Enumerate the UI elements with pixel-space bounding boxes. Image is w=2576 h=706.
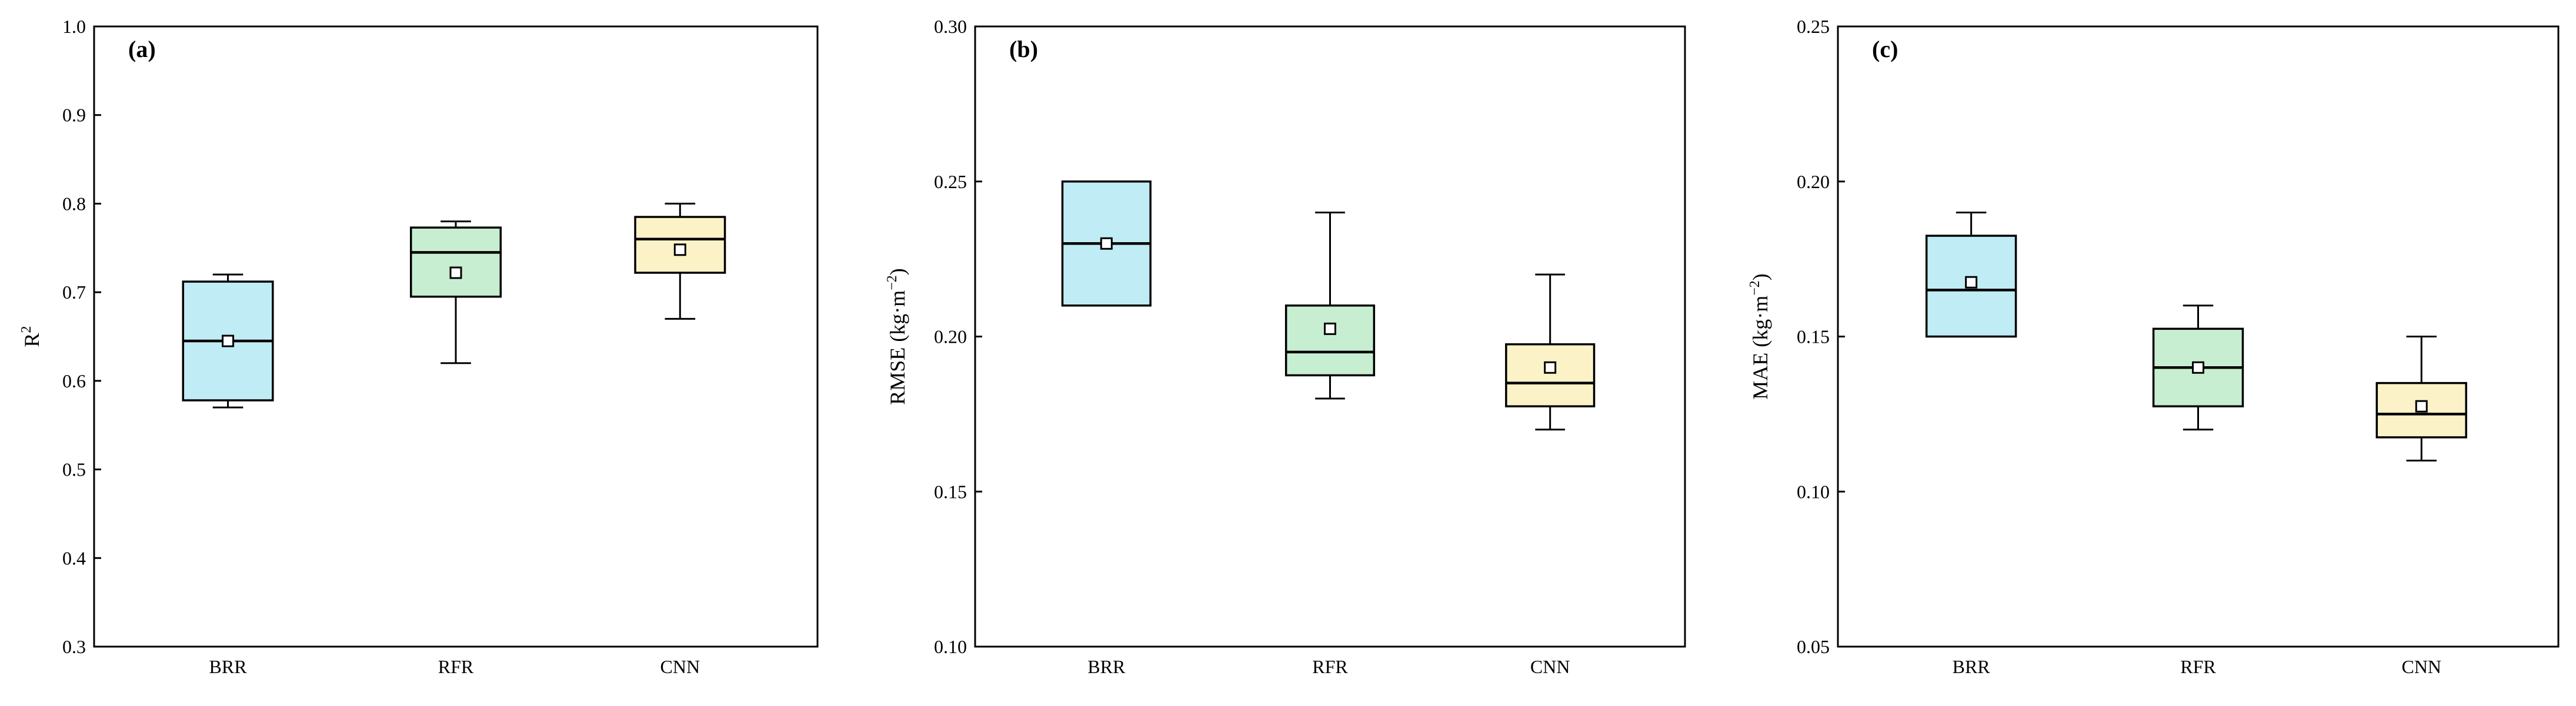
y-tick-label: 0.30 — [934, 16, 967, 37]
mean-marker — [222, 334, 235, 347]
box-cnn — [1505, 273, 1596, 431]
box-brr — [1925, 212, 2017, 338]
panel-label: (b) — [1009, 36, 1038, 62]
x-tick-label: BRR — [1953, 656, 1991, 677]
y-tick-label: 0.05 — [1797, 636, 1830, 657]
x-tick-label: RFR — [438, 656, 474, 677]
box-brr — [182, 273, 274, 409]
iqr-box — [409, 226, 502, 298]
y-tick-label: 0.20 — [934, 326, 967, 347]
mean-marker — [1544, 361, 1557, 374]
iqr-box — [1925, 235, 2017, 338]
chart-panel-1: 0.3 0.4 0.5 0.6 0.7 0.8 0.9 1.0 R2 (a) BRR RFR CNN — [19, 16, 819, 677]
y-tick-label: 0.9 — [62, 105, 86, 126]
chart-panel-2: 0.10 0.15 0.20 0.25 0.30 RMSE (kg·m−2) (b) BRR R… — [885, 16, 1686, 677]
y-axis-title: MAE (kg·m−2) — [1747, 273, 1772, 400]
y-tick-label: 0.10 — [1797, 481, 1830, 502]
x-tick-label: BRR — [1087, 656, 1126, 677]
box-rfr — [1284, 212, 1376, 400]
box-rfr — [409, 220, 502, 364]
y-axis-title-superscript: −2 — [885, 275, 900, 290]
mean-marker — [2415, 400, 2428, 413]
mean-marker — [449, 266, 462, 279]
y-tick-label: 0.20 — [1797, 171, 1830, 192]
chart-panel-3: 0.05 0.10 0.15 0.20 0.25 MAE (kg·m−2) (c) BRR RF… — [1747, 16, 2560, 677]
y-axis-title-main: MAE (kg·m — [1749, 296, 1772, 400]
x-tick-label: CNN — [660, 656, 700, 677]
iqr-box — [1284, 305, 1376, 377]
mean-marker — [1100, 237, 1113, 250]
x-tick-label: BRR — [209, 656, 248, 677]
x-tick-label: RFR — [1312, 656, 1348, 677]
y-axis-title: R2 — [19, 326, 44, 347]
y-tick-label: 0.8 — [62, 193, 86, 214]
box-cnn — [634, 202, 726, 320]
box-brr — [1061, 180, 1152, 307]
x-tick-label: CNN — [1530, 656, 1570, 677]
y-axis-title: RMSE (kg·m−2) — [885, 268, 909, 405]
x-tick-label: RFR — [2180, 656, 2216, 677]
y-tick-label: 0.3 — [62, 636, 86, 657]
y-axis-title-suffix: ) — [886, 268, 909, 275]
box-cnn — [2375, 336, 2467, 461]
y-axis-title-superscript: 2 — [19, 326, 34, 333]
y-tick-label: 1.0 — [62, 16, 86, 37]
y-tick-label: 0.15 — [934, 481, 967, 502]
x-tick-label: CNN — [2401, 656, 2441, 677]
y-tick-label: 0.5 — [62, 459, 86, 480]
y-axis-title-main: RMSE (kg·m — [886, 290, 909, 405]
y-axis-title-main: R — [20, 333, 44, 347]
y-tick-label: 0.4 — [62, 547, 86, 568]
y-tick-label: 0.25 — [1797, 16, 1830, 37]
panel-label: (a) — [128, 36, 156, 62]
box-rfr — [2152, 305, 2244, 431]
y-tick-label: 0.10 — [934, 636, 967, 657]
y-tick-label: 0.7 — [62, 282, 86, 303]
y-tick-label: 0.25 — [934, 171, 967, 192]
mean-marker — [1965, 276, 1978, 289]
plot-frame — [93, 25, 819, 648]
y-axis-title-superscript: −2 — [1747, 280, 1763, 296]
mean-marker — [1324, 322, 1336, 335]
y-axis-title-suffix: ) — [1749, 273, 1772, 280]
mean-marker — [673, 243, 686, 256]
mean-marker — [2192, 361, 2204, 374]
panel-label: (c) — [1872, 36, 1898, 62]
y-tick-label: 0.15 — [1797, 326, 1830, 347]
iqr-box — [1505, 343, 1596, 407]
y-tick-label: 0.6 — [62, 370, 86, 392]
